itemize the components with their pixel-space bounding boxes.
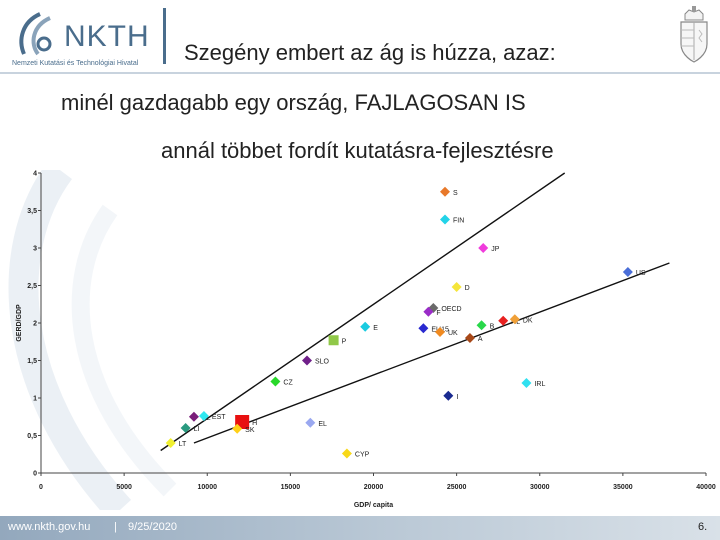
data-point-cz (270, 376, 281, 387)
data-point-i (443, 390, 454, 401)
gerd-gdp-scatter-chart: 0 5000 10000 15000 20000 25000 30000 35000 40000… (16, 171, 716, 510)
x-tick-label: 15000 (281, 484, 301, 491)
data-point-sk (232, 423, 243, 434)
y-tick-label: 0 (33, 471, 37, 478)
data-point-p (328, 335, 339, 346)
slide-title-line3: annál többet fordít kutatásra-fejlesztés… (161, 138, 554, 163)
data-label-s: S (453, 190, 458, 197)
nkth-logo-emblem (19, 12, 52, 56)
data-label-e: E (373, 325, 378, 332)
data-point-pl (188, 411, 199, 422)
nkth-logo: NKTH Nemzeti Kutatási és Technológiai Hi… (6, 4, 174, 70)
trend-line (160, 172, 566, 452)
x-tick-label: 30000 (530, 484, 550, 491)
coat-of-arms-icon (680, 6, 708, 63)
x-tick-label: 20000 (364, 484, 384, 491)
y-axis-label: GERD/GDP (16, 304, 23, 342)
y-tick-label: 3,5 (27, 208, 37, 215)
data-point-jp (478, 243, 489, 253)
data-label-b: B (490, 323, 495, 330)
y-tick-label: 1 (33, 396, 37, 403)
data-point-s (439, 186, 450, 197)
data-point-eu15 (418, 323, 429, 334)
data-label-d: D (465, 285, 470, 292)
logo-subtitle: Nemzeti Kutatási és Technológiai Hivatal (12, 60, 139, 67)
slide-title-line1: Szegény embert az ág is húzza, azaz: (184, 40, 556, 65)
data-label-jp: JP (491, 246, 500, 253)
slide-title-line2: minél gazdagabb egy ország, FAJLAGOSAN I… (61, 90, 526, 115)
header-divider (163, 8, 166, 64)
data-label-cz: CZ (283, 380, 293, 387)
data-label-li: LI (194, 426, 200, 433)
data-point-us (622, 267, 633, 277)
data-label-sk: SK (245, 427, 255, 434)
data-point-cyp (341, 448, 352, 459)
data-label-a: A (478, 336, 483, 343)
data-point-uk (435, 327, 445, 337)
data-point-el (305, 417, 316, 428)
x-tick-label: 10000 (198, 484, 218, 491)
data-point-li (180, 423, 191, 433)
y-tick-label: 1,5 (27, 358, 37, 365)
page-number: 6. (698, 521, 708, 533)
x-tick-label: 40000 (696, 484, 716, 491)
data-point-dk (509, 314, 520, 325)
data-label-h: H (252, 420, 257, 427)
data-label-p: P (342, 338, 347, 345)
data-label-uk: UK (448, 330, 458, 337)
header-rule (0, 72, 720, 74)
data-point-b (476, 320, 487, 331)
data-label-dk: DK (523, 317, 533, 324)
data-point-lt (165, 438, 176, 448)
x-tick-label: 35000 (613, 484, 633, 491)
data-point-irl (521, 378, 532, 388)
data-label-el: EL (318, 421, 327, 428)
data-point-est (198, 411, 209, 421)
data-label-irl: IRL (534, 381, 545, 388)
x-tick-label: 0 (39, 484, 43, 491)
footer-url: www.nkth.gov.hu (8, 521, 91, 533)
data-point-f (423, 306, 434, 317)
trend-line (193, 262, 670, 444)
y-tick-label: 4 (33, 171, 37, 178)
x-tick-label: 5000 (116, 484, 132, 491)
footer-separator: | (114, 521, 117, 533)
data-label-cyp: CYP (355, 452, 370, 459)
data-label-slo: SLO (315, 359, 330, 366)
data-point-e (360, 321, 371, 332)
data-label-us: US (636, 270, 646, 277)
footer-date: 9/25/2020 (128, 521, 177, 533)
data-label-f: F (436, 310, 440, 317)
x-tick-label: 25000 (447, 484, 467, 491)
background-swoosh (8, 170, 177, 510)
data-label-lt: LT (179, 441, 187, 448)
data-point-d (451, 282, 462, 292)
y-tick-label: 2 (33, 321, 37, 328)
data-point-nl (498, 315, 509, 326)
data-label-oecd: OECD (441, 306, 461, 313)
data-label-est: EST (212, 414, 226, 421)
y-tick-label: 3 (33, 246, 37, 253)
data-label-fin: FIN (453, 218, 464, 225)
footer-bar: www.nkth.gov.hu | 9/25/2020 6. (0, 516, 720, 540)
logo-text: NKTH (64, 20, 150, 53)
data-point-fin (439, 214, 450, 225)
x-axis-label: GDP/ capita (354, 502, 393, 509)
y-tick-label: 2,5 (27, 283, 37, 290)
data-point-a (464, 333, 475, 343)
data-point-slo (302, 355, 312, 366)
y-tick-label: 0,5 (27, 433, 37, 440)
data-label-i: I (456, 394, 458, 401)
